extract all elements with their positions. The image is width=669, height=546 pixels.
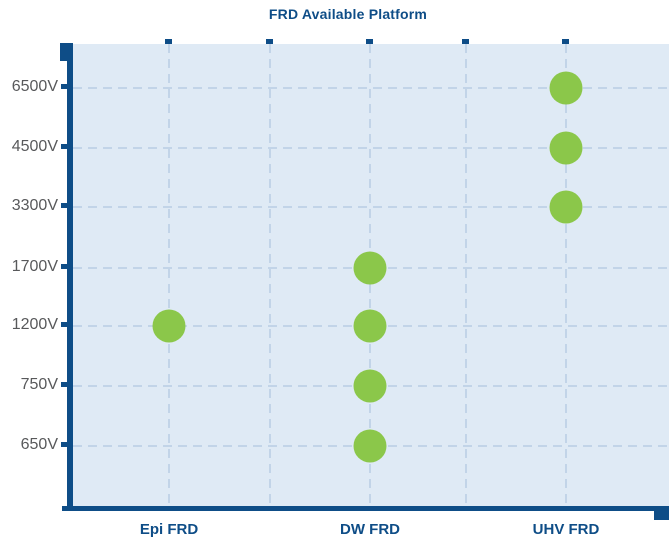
dot-uhv-frd-6500v[interactable]: [549, 71, 583, 105]
y-tick-1700v: [61, 264, 67, 269]
x-category-label-epi-frd: Epi FRD: [139, 521, 199, 538]
plot-area: [73, 44, 669, 506]
dot-uhv-frd-3300v[interactable]: [549, 190, 583, 224]
y-tick-650v: [61, 442, 67, 447]
x-category-label-uhv-frd: UHV FRD: [532, 521, 600, 538]
y-tick-3300v: [61, 203, 67, 208]
y-tick-label: 3300V: [11, 197, 58, 214]
dot-dw-frd-750v[interactable]: [353, 369, 387, 403]
y-tick-label: 6500V: [11, 78, 58, 95]
x-axis-line: [62, 506, 669, 511]
y-tick-1200v: [61, 322, 67, 327]
dot-dw-frd-1700v[interactable]: [353, 251, 387, 285]
y-tick-4500v: [61, 144, 67, 149]
v-gridline-epi-frd: [168, 44, 170, 506]
y-tick-label: 1200V: [11, 316, 58, 333]
x-tick-5: [562, 39, 569, 44]
dot-uhv-frd-4500v[interactable]: [549, 131, 583, 165]
dot-epi-frd-1200v[interactable]: [152, 309, 186, 343]
y-axis-line: [67, 43, 73, 511]
y-tick-label: 750V: [20, 376, 58, 393]
y-tick-label: 4500V: [11, 138, 58, 155]
h-gridline-3300v: [73, 206, 669, 208]
x-category-label-dw-frd: DW FRD: [340, 521, 400, 538]
h-gridline-4500v: [73, 147, 669, 149]
dot-dw-frd-1200v[interactable]: [353, 309, 387, 343]
h-gridline-6500v: [73, 87, 669, 89]
v-gridline-mid-1: [269, 44, 271, 506]
y-tick-750v: [61, 382, 67, 387]
v-gridline-mid-2: [465, 44, 467, 506]
x-tick-3: [366, 39, 373, 44]
x-tick-1: [165, 39, 172, 44]
v-gridline-uhv-frd: [565, 44, 567, 506]
y-tick-label: 1700V: [11, 258, 58, 275]
y-tick-label: 650V: [20, 436, 58, 453]
x-tick-2: [266, 39, 273, 44]
x-axis-cap: [654, 506, 669, 520]
y-tick-6500v: [61, 84, 67, 89]
dot-dw-frd-650v[interactable]: [353, 429, 387, 463]
chart-title: FRD Available Platform: [268, 6, 428, 22]
x-tick-4: [462, 39, 469, 44]
